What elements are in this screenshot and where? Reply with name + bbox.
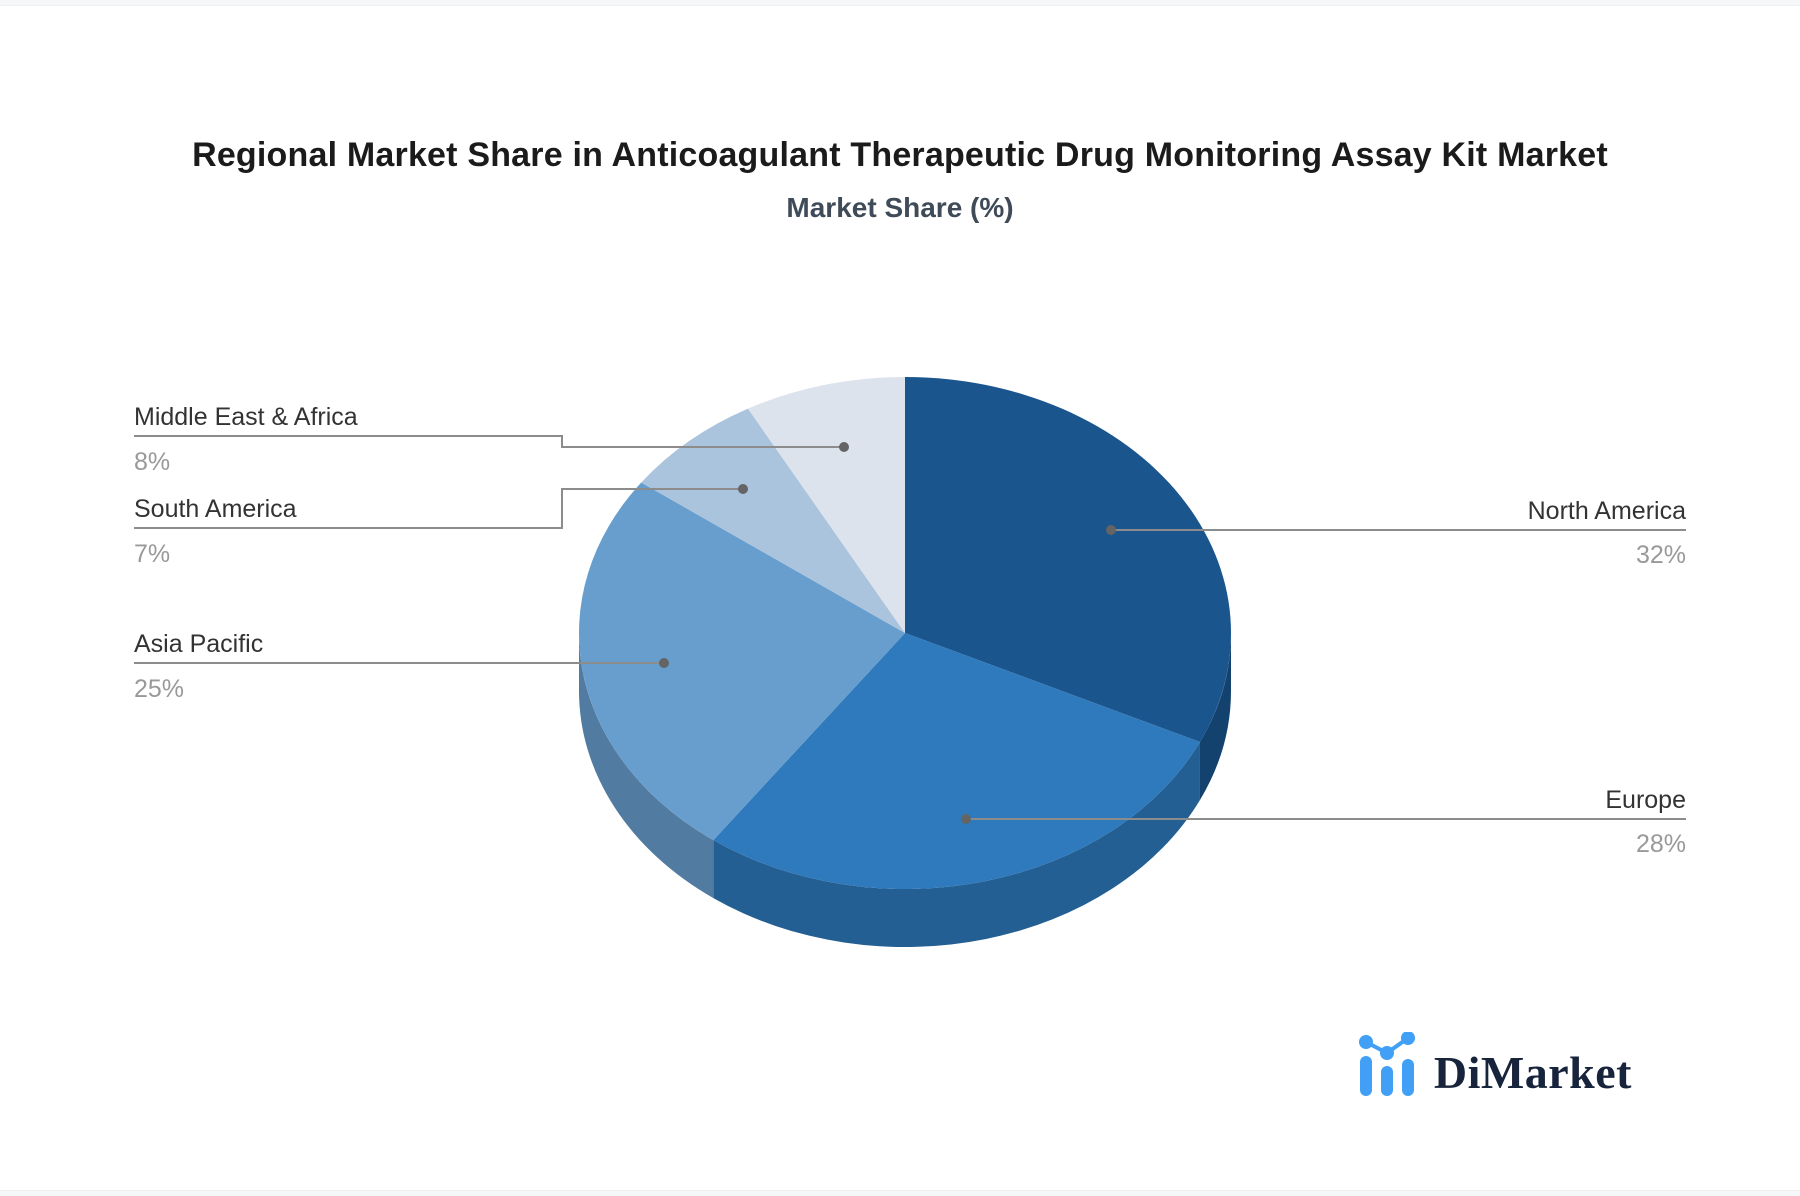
pie-slice-side-north-america	[1199, 633, 1231, 800]
chart-title: Regional Market Share in Anticoagulant T…	[192, 136, 1608, 174]
brand-logo[interactable]: DiMarket	[1358, 1032, 1632, 1096]
pie-slice-europe[interactable]	[713, 633, 1200, 889]
pie-slice-north-america[interactable]	[905, 377, 1231, 742]
brand-name: DiMarket	[1433, 1047, 1632, 1098]
slice-value-middle-east-africa: 8%	[134, 448, 170, 476]
leader-dot-north-america	[1106, 525, 1116, 535]
slice-label-north-america: North America	[1528, 497, 1686, 525]
top-edge-strip	[0, 0, 1800, 6]
slice-value-europe: 28%	[1636, 830, 1686, 858]
slice-label-middle-east-africa: Middle East & Africa	[134, 403, 358, 431]
pie-slice-south-america[interactable]	[641, 408, 905, 633]
slice-value-north-america: 32%	[1636, 541, 1686, 569]
leader-line-middle-east-africa	[134, 435, 844, 448]
bar-chart-line-icon	[1358, 1032, 1415, 1096]
pie-slice-side-europe	[713, 741, 1200, 948]
slice-value-asia-pacific: 25%	[134, 675, 184, 703]
slice-value-south-america: 7%	[134, 540, 170, 568]
slice-label-asia-pacific: Asia Pacific	[134, 630, 263, 658]
slice-label-south-america: South America	[134, 495, 297, 523]
leader-line-south-america	[134, 488, 743, 529]
leader-dot-south-america	[738, 484, 748, 494]
pie-slice-middle-east-africa[interactable]	[747, 377, 905, 633]
leader-dot-middle-east-africa	[839, 442, 849, 452]
pie-slice-side-asia-pacific	[579, 633, 714, 899]
pie-slice-asia-pacific[interactable]	[579, 482, 905, 841]
slice-label-europe: Europe	[1605, 786, 1686, 814]
bottom-edge-strip	[0, 1190, 1800, 1196]
chart-subtitle: Market Share (%)	[786, 192, 1014, 223]
leader-dot-europe	[961, 814, 971, 824]
leader-dot-asia-pacific	[659, 658, 669, 668]
